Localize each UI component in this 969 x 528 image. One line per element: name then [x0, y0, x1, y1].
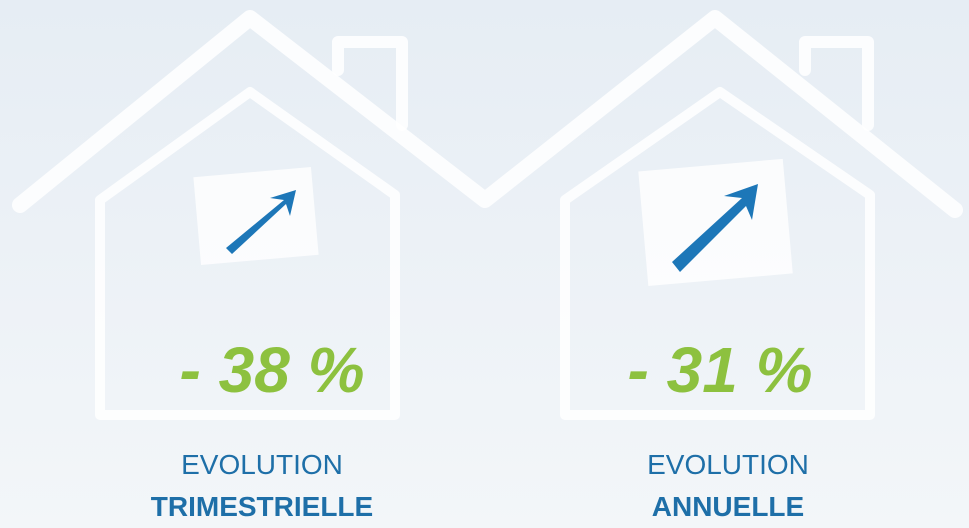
chimney-right: [799, 36, 874, 131]
house-outlines: [12, 10, 963, 420]
value: - 31 %: [628, 334, 813, 406]
arrow-box-left: [193, 167, 319, 265]
arrow: [672, 184, 758, 272]
house-left: [95, 87, 400, 420]
arrow: [226, 190, 296, 254]
label: EVOLUTION: [181, 449, 343, 480]
label: EVOLUTION: [647, 449, 809, 480]
value: - 38 %: [180, 334, 365, 406]
period: ANNUELLE: [652, 491, 804, 522]
period: TRIMESTRIELLE: [151, 491, 373, 522]
house-right: [560, 87, 875, 420]
arrow-box: [193, 167, 319, 265]
outer-roof: [12, 10, 963, 218]
arrow-box-right: [638, 158, 793, 287]
chimney-left: [332, 36, 408, 131]
